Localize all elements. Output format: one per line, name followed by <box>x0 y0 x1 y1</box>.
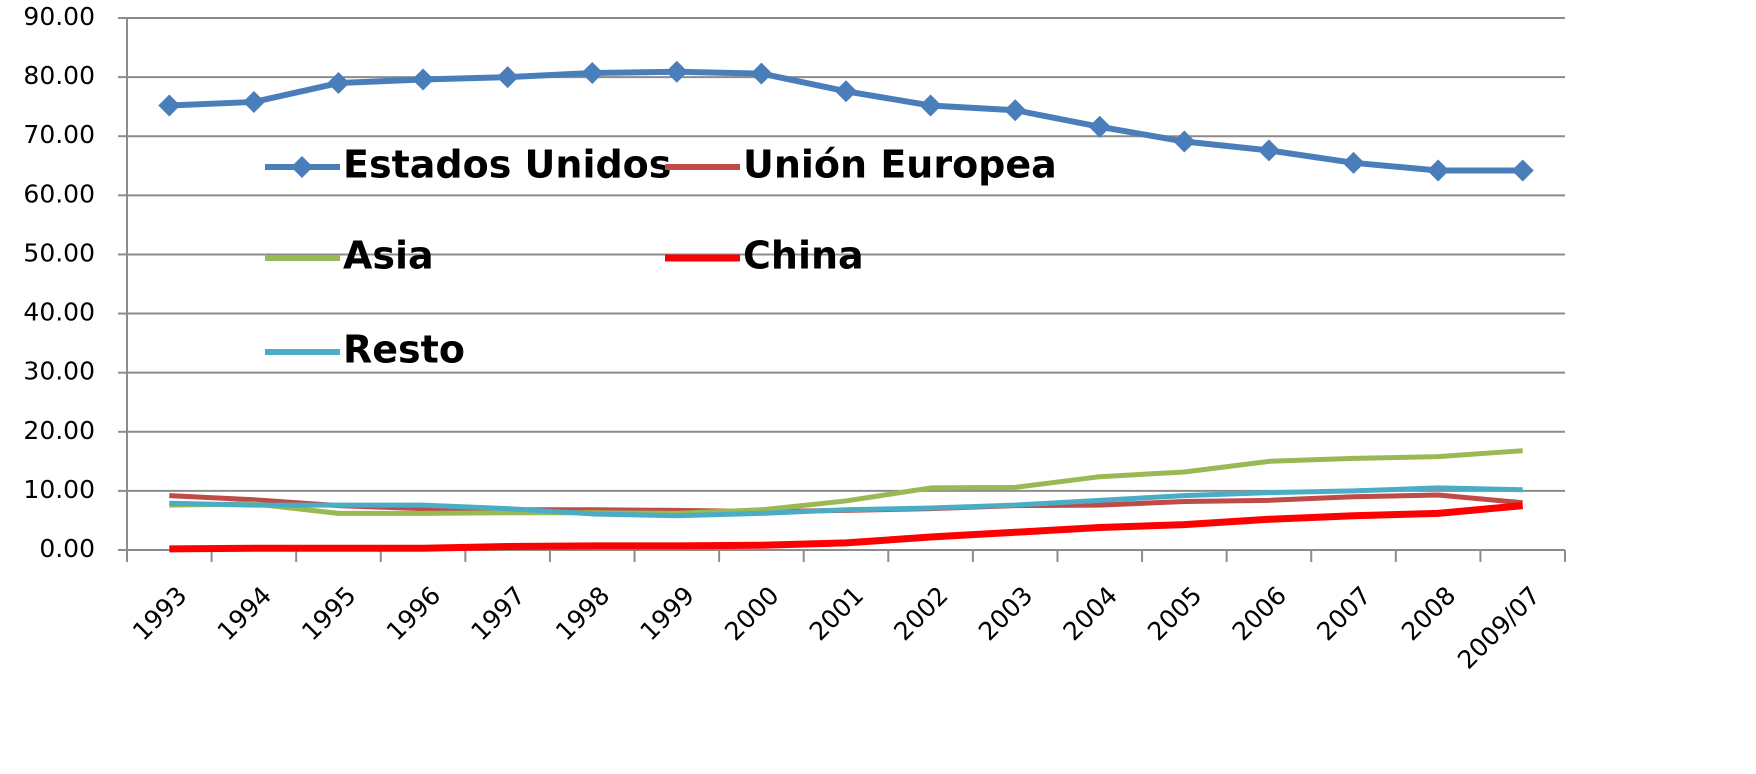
legend-item: Resto <box>265 328 465 372</box>
x-tick-label: 1999 <box>635 581 700 646</box>
series-line <box>169 502 1524 553</box>
x-tick-label: 2004 <box>1057 581 1122 646</box>
data-point <box>750 62 773 85</box>
legend-item: Estados Unidos <box>265 143 671 187</box>
x-tick-label: 2008 <box>1396 581 1461 646</box>
legend-marker <box>291 156 313 178</box>
data-point <box>327 72 350 95</box>
legend-label: Resto <box>343 328 465 372</box>
data-point <box>835 80 857 103</box>
x-tick-label: 1995 <box>296 581 361 646</box>
y-tick-label: 0.00 <box>39 534 95 563</box>
legend-label: Estados Unidos <box>343 143 671 187</box>
y-tick-label: 60.00 <box>23 179 95 208</box>
y-tick-label: 90.00 <box>23 2 95 31</box>
legend-label: Unión Europea <box>743 143 1057 187</box>
data-point <box>412 68 435 91</box>
legend-item: Asia <box>265 234 434 278</box>
x-tick-label: 2005 <box>1142 581 1207 646</box>
series-line <box>169 485 1523 519</box>
data-point <box>1511 159 1534 182</box>
data-point <box>1342 151 1365 174</box>
x-tick-label: 2007 <box>1311 581 1376 646</box>
data-point <box>496 66 519 89</box>
x-tick-label: 2002 <box>888 581 953 646</box>
data-point <box>665 60 688 83</box>
data-point <box>158 94 181 117</box>
y-tick-label: 10.00 <box>23 475 95 504</box>
x-tick-label: 2000 <box>719 581 784 646</box>
data-point <box>242 90 265 113</box>
data-point <box>1427 159 1450 182</box>
x-tick-label: 1997 <box>465 581 530 646</box>
x-tick-label: 2009/07 <box>1452 581 1546 675</box>
legend-item: Unión Europea <box>665 143 1057 187</box>
data-point <box>1173 130 1196 153</box>
legend-label: Asia <box>343 234 434 278</box>
data-point <box>581 61 604 84</box>
y-tick-label: 20.00 <box>23 416 95 445</box>
y-tick-label: 50.00 <box>23 238 95 267</box>
x-tick-label: 1996 <box>381 581 446 646</box>
y-tick-label: 80.00 <box>23 61 95 90</box>
x-tick-label: 1994 <box>212 581 277 646</box>
data-point <box>919 94 942 117</box>
data-point <box>1257 139 1280 162</box>
x-tick-label: 1993 <box>127 581 192 646</box>
legend-item: China <box>665 234 864 278</box>
x-tick-label: 2001 <box>804 581 869 646</box>
series-line <box>169 448 1523 516</box>
x-tick-label: 2003 <box>973 581 1038 646</box>
data-point <box>1004 99 1027 122</box>
x-tick-label: 1998 <box>550 581 615 646</box>
y-tick-label: 70.00 <box>23 120 95 149</box>
y-tick-label: 40.00 <box>23 298 95 327</box>
x-tick-label: 2006 <box>1227 581 1292 646</box>
y-tick-label: 30.00 <box>23 357 95 386</box>
data-point <box>1088 115 1111 138</box>
legend-label: China <box>743 234 864 278</box>
